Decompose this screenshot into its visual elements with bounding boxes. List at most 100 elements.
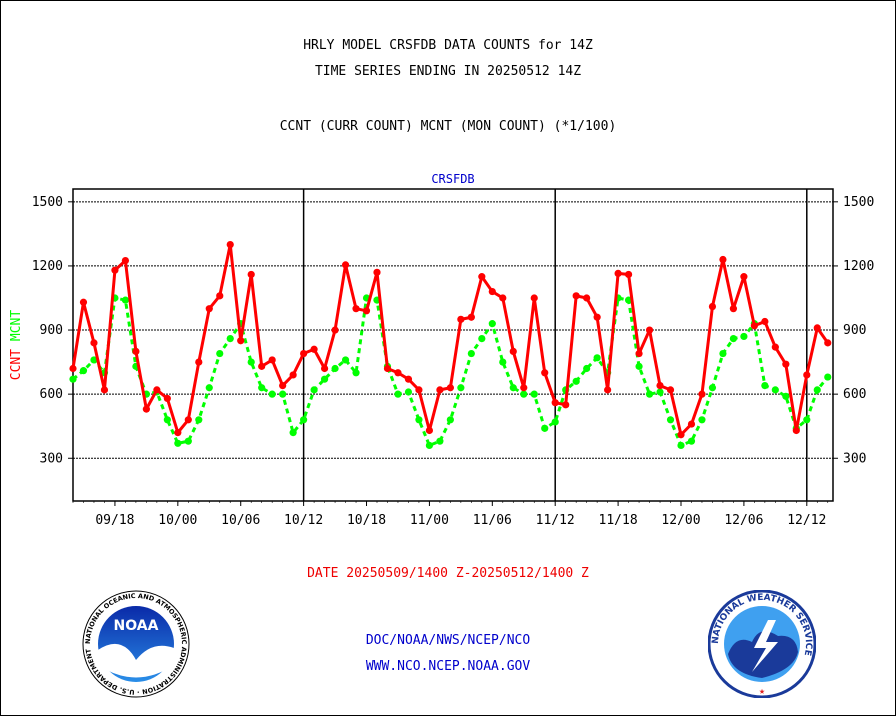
data-point-mcnt xyxy=(593,354,601,362)
data-point-mcnt xyxy=(488,320,496,328)
data-point-mcnt xyxy=(530,390,538,398)
data-point-mcnt xyxy=(436,437,444,445)
data-point-ccnt xyxy=(740,273,748,281)
data-point-mcnt xyxy=(446,416,454,424)
data-point-ccnt xyxy=(415,386,423,394)
data-point-ccnt xyxy=(782,360,790,368)
data-point-mcnt xyxy=(541,424,549,432)
data-point-ccnt xyxy=(624,270,633,279)
data-point-ccnt xyxy=(750,322,758,330)
data-point-mcnt xyxy=(635,362,643,370)
x-tick-label: 10/00 xyxy=(158,513,197,528)
data-point-mcnt xyxy=(300,416,308,424)
data-point-ccnt xyxy=(436,386,444,394)
data-point-mcnt xyxy=(394,390,402,398)
x-tick-label: 12/00 xyxy=(661,513,700,528)
data-point-mcnt xyxy=(803,416,811,424)
data-point-ccnt xyxy=(645,326,654,334)
y-tick-label-left: 300 xyxy=(40,451,63,466)
data-point-ccnt xyxy=(614,269,622,278)
data-point-ccnt xyxy=(383,364,392,373)
data-point-ccnt xyxy=(729,305,738,313)
x-tick-label: 10/18 xyxy=(347,513,386,528)
data-point-ccnt xyxy=(583,294,591,302)
y-tick-label-right: 300 xyxy=(843,451,866,466)
data-point-mcnt xyxy=(656,388,664,396)
data-point-ccnt xyxy=(813,324,821,332)
data-point-ccnt xyxy=(341,261,350,269)
data-point-mcnt xyxy=(824,373,832,381)
data-point-mcnt xyxy=(698,416,706,424)
data-point-mcnt xyxy=(687,437,696,445)
data-point-mcnt xyxy=(69,375,77,383)
data-point-ccnt xyxy=(205,305,213,313)
x-tick-label: 11/12 xyxy=(536,513,575,528)
data-point-ccnt xyxy=(467,313,475,321)
data-point-ccnt xyxy=(310,345,318,353)
data-point-ccnt xyxy=(142,405,150,413)
data-point-mcnt xyxy=(771,386,779,394)
line-chart: 300 300 600 600 900 900 1200 1200 1500 1500 09/18 1… xyxy=(9,172,874,528)
data-point-ccnt xyxy=(635,349,643,358)
data-point-ccnt xyxy=(572,292,580,300)
data-point-mcnt xyxy=(572,377,580,385)
data-point-mcnt xyxy=(782,392,790,400)
data-point-ccnt xyxy=(320,364,329,373)
data-point-ccnt xyxy=(687,420,696,428)
y-tick-label-left: 1200 xyxy=(32,259,63,274)
data-point-ccnt xyxy=(153,386,161,394)
y-tick-label-right: 600 xyxy=(843,387,866,402)
data-point-ccnt xyxy=(530,294,538,302)
data-point-ccnt xyxy=(373,268,381,276)
data-point-ccnt xyxy=(425,426,434,435)
data-point-ccnt xyxy=(803,371,811,379)
data-point-mcnt xyxy=(467,349,475,358)
data-point-ccnt xyxy=(446,384,454,392)
chart-title: CRSFDB xyxy=(431,172,474,186)
data-point-ccnt xyxy=(824,339,832,347)
data-point-mcnt xyxy=(551,418,559,426)
x-tick-label: 11/00 xyxy=(410,513,449,528)
data-point-ccnt xyxy=(289,371,297,379)
y-tick-label-right: 1500 xyxy=(843,195,874,210)
x-tick-label: 12/06 xyxy=(724,513,763,528)
plot-area xyxy=(72,188,834,502)
data-point-ccnt xyxy=(562,401,570,409)
data-point-ccnt xyxy=(247,270,255,279)
x-tick-label: 10/06 xyxy=(221,513,260,528)
data-point-ccnt xyxy=(761,317,769,326)
y-tick-label-right: 900 xyxy=(843,323,866,338)
x-tick-label: 09/18 xyxy=(95,513,134,528)
data-point-ccnt xyxy=(352,305,360,313)
data-point-ccnt xyxy=(163,394,171,403)
data-point-ccnt xyxy=(677,431,685,439)
svg-text:★: ★ xyxy=(759,686,765,697)
x-tick-label: 10/12 xyxy=(284,513,323,528)
data-point-mcnt xyxy=(645,390,654,398)
data-point-ccnt xyxy=(719,255,727,264)
series-line-ccnt xyxy=(71,243,829,437)
data-point-mcnt xyxy=(268,390,276,398)
data-point-mcnt xyxy=(708,384,717,392)
data-point-mcnt xyxy=(509,384,517,392)
data-point-ccnt xyxy=(121,256,130,265)
data-point-mcnt xyxy=(247,358,255,366)
data-point-mcnt xyxy=(341,356,350,364)
data-point-ccnt xyxy=(100,386,109,394)
data-point-ccnt xyxy=(331,326,339,334)
data-point-ccnt xyxy=(69,364,77,373)
data-point-ccnt xyxy=(300,349,308,358)
data-point-mcnt xyxy=(174,439,182,447)
data-point-mcnt xyxy=(289,429,297,437)
data-point-mcnt xyxy=(279,390,287,398)
header-series-legend: CCNT (CURR COUNT) MCNT (MON COUNT) (*1/1… xyxy=(279,119,617,134)
data-point-mcnt xyxy=(216,349,224,358)
data-point-mcnt xyxy=(677,441,685,450)
data-point-mcnt xyxy=(583,364,591,373)
y-tick-label-left: 1500 xyxy=(32,195,63,210)
website-link[interactable]: WWW.NCO.NCEP.NOAA.GOV xyxy=(365,659,531,674)
data-point-ccnt xyxy=(226,240,234,249)
data-point-ccnt xyxy=(90,339,98,347)
data-point-ccnt xyxy=(184,416,192,424)
data-point-ccnt xyxy=(362,307,371,315)
